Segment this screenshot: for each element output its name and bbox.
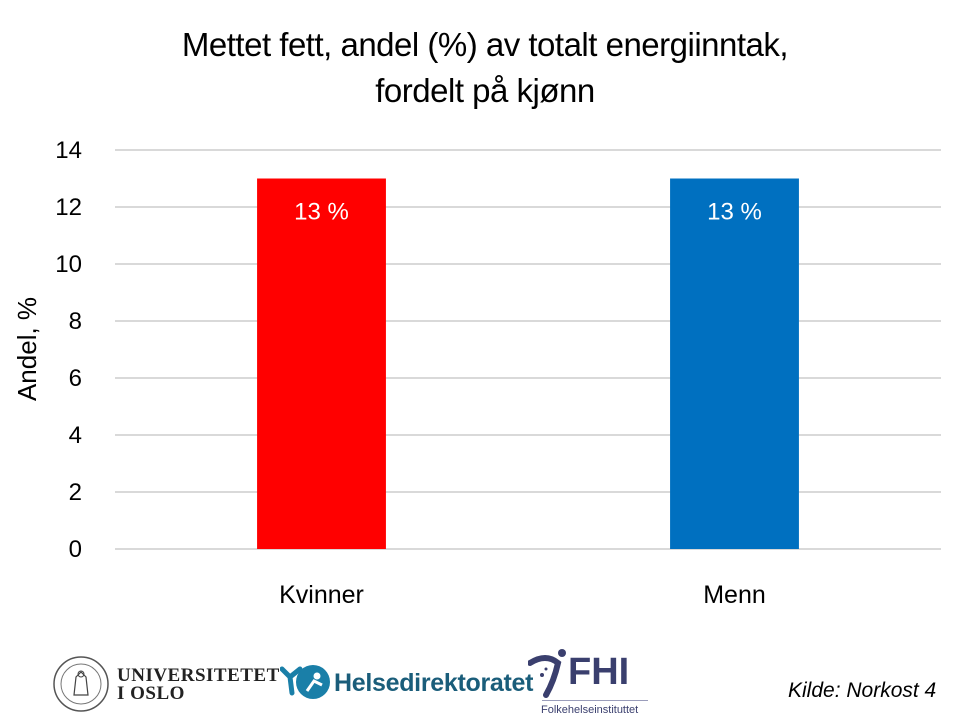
- y-tick-label: 8: [69, 308, 82, 335]
- bar-kvinner: [257, 178, 386, 549]
- fhi-subtitle: Folkehelseinstituttet: [541, 704, 639, 716]
- fhi-divider: [542, 700, 648, 701]
- y-tick-label: 0: [69, 536, 82, 563]
- x-category-label: Menn: [703, 581, 766, 609]
- y-tick-label: 6: [69, 365, 82, 392]
- y-tick-label: 14: [55, 137, 82, 164]
- chart-title-line2: fordelt på kjønn: [375, 72, 595, 109]
- uio-line2: I OSLO: [117, 683, 185, 704]
- helsedirektoratet-logo-icon: [280, 665, 330, 699]
- gridlines: [115, 149, 941, 550]
- x-axis-categories: Kvinner Menn: [279, 581, 766, 609]
- helsedirektoratet-logo-text: Helsedirektoratet: [334, 669, 534, 697]
- uio-seal-icon: [53, 656, 109, 712]
- bar-chart: 0 2 4 6 8 10 12 14 13 % 13 % Kvinner Menn Andel, …: [12, 137, 941, 609]
- chart-title-line1: Mettet fett, andel (%) av totalt energii…: [181, 26, 789, 63]
- uio-line1: UNIVERSITETET: [117, 665, 280, 686]
- y-axis-label: Andel, %: [12, 297, 42, 401]
- y-tick-label: 12: [55, 194, 82, 221]
- source-note: Kilde: Norkost 4: [788, 679, 937, 702]
- data-label: 13 %: [707, 199, 762, 226]
- uio-logo-text: UNIVERSITETET I OSLO: [117, 665, 280, 704]
- bars: 13 % 13 %: [257, 178, 799, 549]
- y-tick-label: 4: [69, 422, 82, 449]
- y-tick-label: 10: [55, 251, 82, 278]
- x-category-label: Kvinner: [279, 581, 364, 609]
- y-tick-label: 2: [69, 479, 82, 506]
- footer-logos: UNIVERSITETET I OSLO Helsedirektoratet F…: [0, 645, 970, 728]
- fhi-logo-icon: [528, 649, 566, 698]
- y-axis-ticks: 0 2 4 6 8 10 12 14: [55, 137, 82, 563]
- fhi-logo-text: FHI: [568, 651, 630, 693]
- data-label: 13 %: [294, 199, 349, 226]
- bar-menn: [670, 178, 799, 549]
- chart-title: Mettet fett, andel (%) av totalt energii…: [0, 22, 970, 114]
